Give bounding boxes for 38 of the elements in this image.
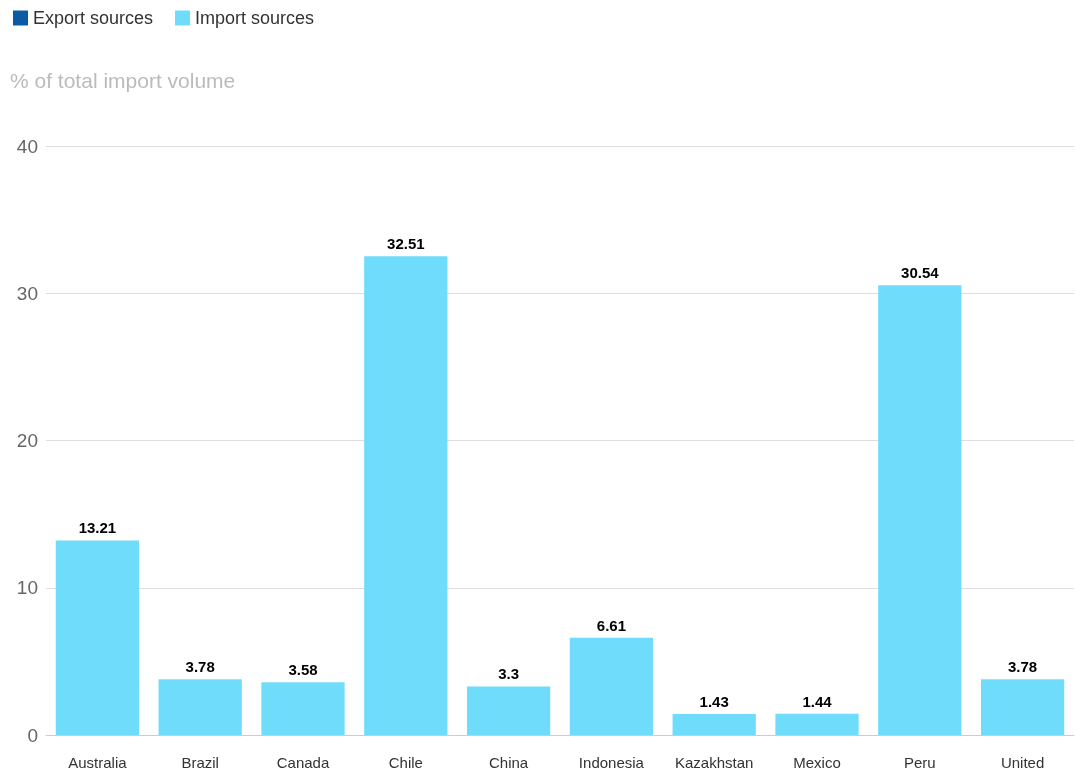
data-label: 32.51 — [387, 235, 425, 253]
data-label: 3.78 — [1008, 658, 1038, 676]
data-label: 3.58 — [288, 661, 318, 679]
bar — [55, 540, 140, 735]
bar — [158, 679, 242, 735]
y-axis-title: % of total import volume — [10, 69, 236, 92]
data-label: 3.78 — [185, 658, 215, 676]
bar — [261, 682, 345, 735]
y-tick-label: 20 — [16, 430, 38, 451]
x-tick-label: Peru — [903, 754, 936, 771]
y-tick-label: 10 — [16, 577, 38, 599]
x-tick-label: Mexico — [793, 754, 841, 771]
bar — [466, 686, 551, 735]
bar — [364, 256, 448, 735]
x-tick-label: Australia — [68, 754, 128, 771]
bar — [980, 679, 1065, 735]
bar — [569, 637, 654, 735]
x-tick-label: Indonesia — [578, 754, 645, 771]
bar — [672, 713, 756, 735]
legend-label: Export sources — [33, 8, 154, 28]
y-tick-label: 0 — [27, 724, 38, 746]
bar — [878, 285, 962, 735]
data-label: 1.44 — [802, 692, 833, 710]
bar — [775, 713, 859, 735]
data-label: 13.21 — [78, 519, 117, 537]
data-label: 3.3 — [498, 665, 520, 683]
x-tick-label: United — [1000, 754, 1045, 771]
x-tick-label: Chile — [388, 754, 423, 771]
y-tick-label: 30 — [16, 282, 38, 304]
x-tick-label: Brazil — [181, 754, 219, 771]
data-label: 30.54 — [901, 264, 940, 282]
y-tick-label: 40 — [16, 135, 38, 157]
legend-label: Import sources — [195, 8, 315, 28]
data-label: 6.61 — [596, 616, 626, 634]
x-tick-label: China — [489, 754, 529, 771]
data-label: 1.43 — [699, 692, 729, 710]
x-tick-label: Kazakhstan — [675, 754, 754, 771]
x-tick-label: Canada — [276, 754, 330, 771]
